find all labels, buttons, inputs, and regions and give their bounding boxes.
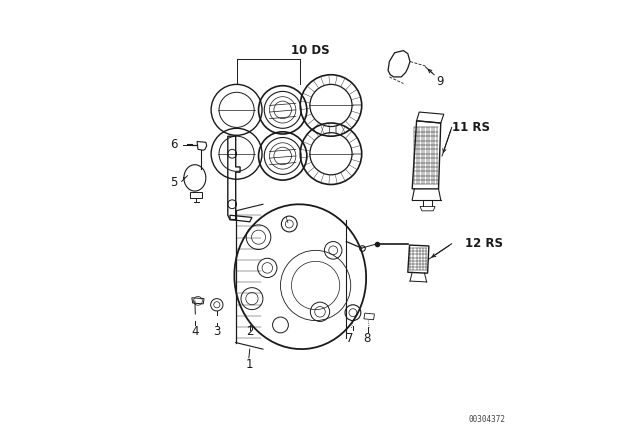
Text: 2: 2 xyxy=(246,325,253,338)
Text: 10 DS: 10 DS xyxy=(291,44,330,57)
Text: 3: 3 xyxy=(213,325,221,338)
Text: 4: 4 xyxy=(191,325,198,338)
Text: 11 RS: 11 RS xyxy=(452,121,490,134)
Text: 5: 5 xyxy=(170,176,177,189)
Text: 7: 7 xyxy=(346,332,353,345)
Text: 9: 9 xyxy=(436,75,444,88)
Text: 8: 8 xyxy=(364,332,371,345)
Text: 00304372: 00304372 xyxy=(468,415,506,424)
Text: 12 RS: 12 RS xyxy=(465,237,503,250)
Text: 1: 1 xyxy=(245,358,253,371)
Text: 6: 6 xyxy=(170,138,177,151)
